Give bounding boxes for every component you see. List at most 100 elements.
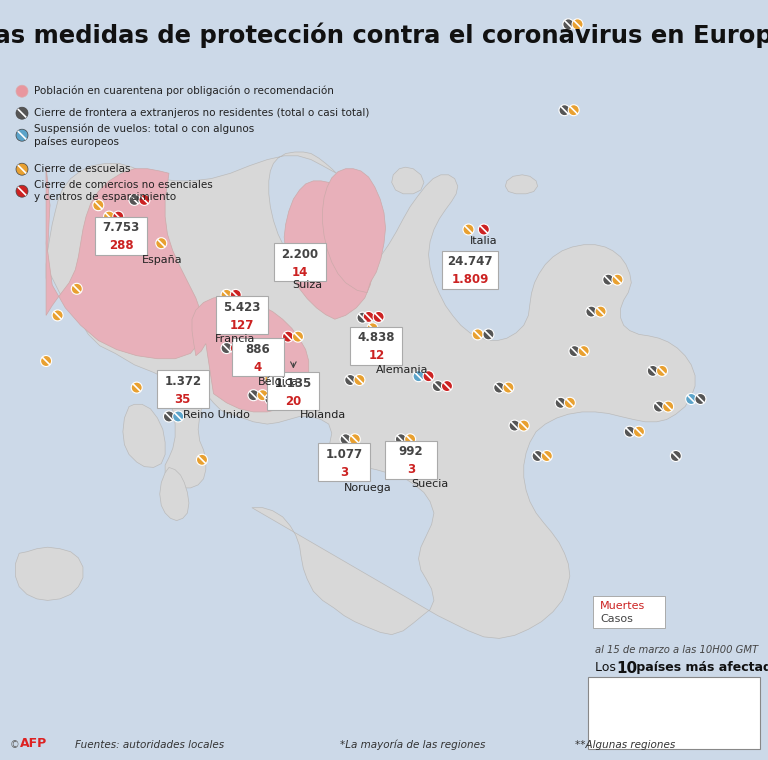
Circle shape (472, 329, 483, 340)
Circle shape (578, 346, 589, 356)
Circle shape (113, 211, 124, 222)
Circle shape (663, 401, 674, 412)
Circle shape (442, 381, 452, 391)
Circle shape (563, 19, 574, 30)
Circle shape (541, 451, 552, 461)
Circle shape (345, 375, 356, 385)
Circle shape (16, 129, 28, 141)
Text: Bélgica: Bélgica (258, 376, 299, 387)
Circle shape (432, 381, 443, 391)
Circle shape (248, 390, 259, 401)
Circle shape (357, 312, 368, 323)
Text: Cierre de escuelas: Cierre de escuelas (34, 164, 131, 174)
Polygon shape (161, 375, 206, 488)
Circle shape (265, 373, 276, 384)
Polygon shape (505, 175, 538, 194)
Circle shape (221, 343, 232, 353)
FancyBboxPatch shape (95, 217, 147, 255)
Circle shape (686, 394, 697, 404)
Text: Holanda: Holanda (300, 410, 346, 420)
Circle shape (569, 346, 580, 356)
Text: 7.753: 7.753 (103, 221, 140, 234)
Polygon shape (392, 167, 424, 194)
Text: 1.077: 1.077 (326, 448, 362, 461)
Circle shape (16, 85, 28, 97)
Circle shape (423, 371, 434, 382)
FancyBboxPatch shape (350, 327, 402, 365)
Circle shape (363, 312, 374, 322)
Circle shape (16, 107, 28, 119)
FancyBboxPatch shape (385, 441, 437, 479)
Circle shape (532, 451, 543, 461)
Circle shape (16, 185, 28, 197)
Circle shape (478, 224, 489, 235)
Text: 992: 992 (399, 445, 423, 458)
Circle shape (568, 105, 579, 116)
Text: Suecia: Suecia (411, 479, 449, 489)
Circle shape (129, 195, 140, 205)
Text: 35: 35 (174, 393, 191, 406)
Polygon shape (160, 467, 189, 521)
Circle shape (405, 434, 415, 445)
Text: Población en cuarentena por obligación o recomendación: Población en cuarentena por obligación o… (34, 86, 334, 97)
Polygon shape (46, 152, 695, 638)
Text: 1.372: 1.372 (164, 375, 201, 388)
Polygon shape (46, 167, 204, 359)
Circle shape (572, 19, 583, 30)
Circle shape (624, 426, 635, 437)
Text: 3: 3 (407, 464, 415, 477)
Text: Reino Unido: Reino Unido (183, 410, 250, 420)
FancyBboxPatch shape (593, 596, 665, 629)
Text: 288: 288 (109, 239, 134, 252)
Circle shape (16, 163, 28, 176)
Circle shape (230, 343, 241, 353)
Circle shape (559, 105, 570, 116)
Text: Fuentes: autoridades locales: Fuentes: autoridades locales (75, 740, 224, 750)
Circle shape (586, 306, 597, 317)
Circle shape (670, 451, 681, 461)
Polygon shape (310, 213, 330, 249)
Polygon shape (123, 404, 165, 467)
Circle shape (139, 195, 150, 205)
Text: 4.838: 4.838 (358, 331, 395, 344)
Circle shape (367, 323, 378, 334)
Text: *La mayoría de las regiones: *La mayoría de las regiones (340, 739, 485, 750)
Text: países más afectados: países más afectados (632, 661, 768, 674)
Circle shape (695, 394, 706, 404)
Circle shape (503, 382, 514, 393)
Text: Suspensión de vuelos: total o con algunos
países europeos: Suspensión de vuelos: total o con alguno… (34, 124, 254, 147)
FancyBboxPatch shape (273, 243, 326, 281)
Polygon shape (323, 169, 386, 293)
Text: 10: 10 (616, 661, 637, 676)
Circle shape (293, 331, 303, 342)
Circle shape (494, 382, 505, 393)
FancyBboxPatch shape (267, 372, 319, 410)
Circle shape (156, 238, 167, 249)
Text: Los: Los (595, 661, 620, 674)
Text: 4: 4 (254, 361, 262, 374)
FancyBboxPatch shape (157, 370, 209, 408)
Text: 14: 14 (291, 266, 308, 279)
Text: Alemania: Alemania (376, 365, 429, 375)
Text: España: España (142, 255, 183, 264)
Text: 2.200: 2.200 (281, 248, 318, 261)
Circle shape (41, 356, 51, 366)
Text: 12: 12 (368, 350, 385, 363)
Text: Italia: Italia (470, 236, 498, 245)
Text: Las medidas de protección contra el coronavirus en Europa: Las medidas de protección contra el coro… (0, 23, 768, 49)
FancyBboxPatch shape (318, 443, 370, 481)
Circle shape (518, 420, 529, 431)
FancyBboxPatch shape (232, 338, 284, 376)
Text: **Algunas regiones: **Algunas regiones (575, 740, 675, 750)
FancyBboxPatch shape (442, 251, 498, 289)
Text: 24.747: 24.747 (447, 255, 493, 268)
Circle shape (657, 366, 667, 376)
Circle shape (71, 283, 82, 294)
Circle shape (283, 331, 293, 342)
Text: 127: 127 (230, 319, 254, 332)
Circle shape (654, 401, 664, 412)
FancyBboxPatch shape (216, 296, 268, 334)
Circle shape (509, 420, 520, 431)
Circle shape (93, 200, 104, 211)
Text: AFP: AFP (20, 737, 48, 750)
